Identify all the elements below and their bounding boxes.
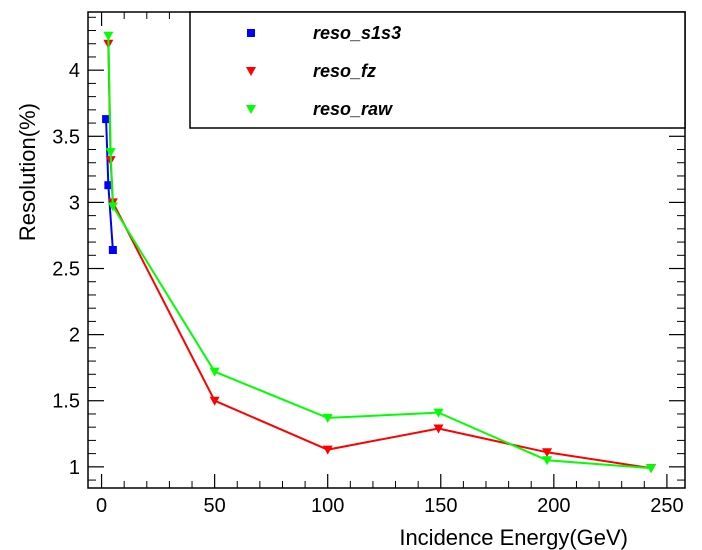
data-point-reso_raw: [209, 367, 220, 377]
data-point-reso_fz: [542, 448, 553, 458]
data-point-reso_raw: [433, 408, 444, 418]
x-tick-label: 250: [650, 495, 683, 517]
legend-label-reso_s1s3: reso_s1s3: [313, 23, 401, 43]
y-axis-label: Resolution(%): [15, 103, 40, 241]
y-tick-label: 4: [69, 60, 80, 82]
data-point-reso_s1s3: [108, 246, 117, 254]
data-point-reso_raw: [107, 202, 118, 212]
legend-marker-reso_s1s3: [247, 29, 255, 37]
legend: reso_s1s3 reso_fz reso_raw: [189, 11, 686, 129]
data-point-reso_s1s3: [104, 181, 113, 190]
y-tick-label: 3.5: [52, 126, 80, 148]
legend-box: [189, 11, 686, 129]
legend-marker-reso_fz: [246, 67, 256, 76]
data-point-reso_raw: [105, 148, 116, 158]
series-line-reso_raw: [107, 35, 652, 470]
legend-marker-reso_raw: [246, 105, 256, 114]
x-axis-label: Incidence Energy(GeV): [399, 525, 628, 550]
series-reso_raw: [103, 31, 657, 474]
x-tick-label: 50: [204, 495, 226, 517]
y-tick-label: 2.5: [52, 259, 80, 281]
x-tick-label: 150: [424, 495, 457, 517]
data-point-reso_raw: [322, 413, 333, 423]
data-point-reso_fz: [209, 396, 220, 406]
data-point-reso_raw: [646, 464, 657, 474]
data-point-reso_fz: [433, 424, 444, 434]
data-point-reso_raw: [103, 31, 114, 41]
x-tick-label: 100: [311, 495, 344, 517]
data-point-reso_fz: [322, 445, 333, 455]
y-tick-label: 1.5: [52, 391, 80, 413]
series-reso_s1s3: [102, 115, 117, 254]
y-tick-label: 3: [69, 192, 80, 214]
y-tick-label: 1: [69, 457, 80, 479]
legend-label-reso_raw: reso_raw: [313, 99, 393, 119]
series-group: [102, 31, 657, 474]
x-tick-label: 0: [96, 495, 107, 517]
legend-label-reso_fz: reso_fz: [313, 61, 376, 81]
data-point-reso_s1s3: [102, 115, 111, 124]
x-tick-label: 200: [537, 495, 570, 517]
y-tick-label: 2: [69, 325, 80, 347]
data-point-reso_raw: [542, 456, 553, 466]
